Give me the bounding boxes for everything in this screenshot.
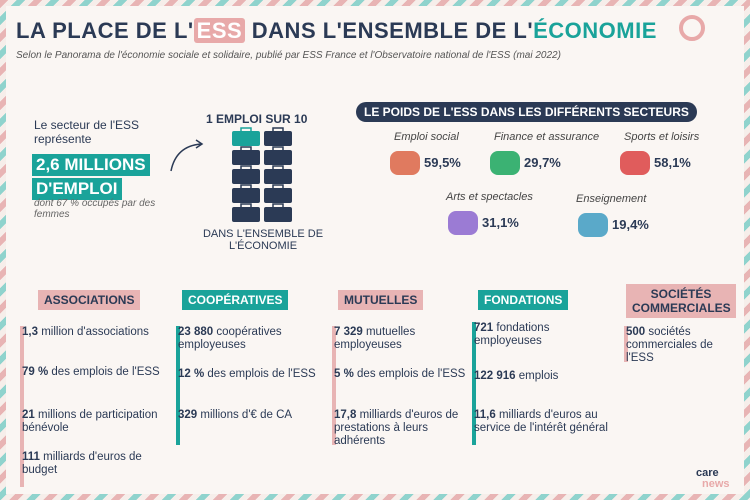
- column-title: COOPÉRATIVES: [182, 290, 289, 310]
- title: LA PLACE DE L' ESS DANS L'ENSEMBLE DE L'É…: [16, 18, 657, 44]
- intro-lead: Le secteur de l'ESS représente: [34, 118, 140, 146]
- stat-figure: 111: [22, 451, 40, 463]
- briefcase: [264, 188, 292, 203]
- stat: 122 916 emplois: [472, 370, 612, 383]
- stat: 1,3 million d'associations: [20, 326, 160, 339]
- title-part: DANS L'ENSEMBLE DE L': [245, 18, 534, 43]
- stat: 329 millions d'€ de CA: [176, 409, 316, 422]
- column-title: ASSOCIATIONS: [38, 290, 141, 310]
- stat-text: des emplois de l'ESS: [353, 368, 466, 380]
- stat-text: mutuelles employeuses: [334, 326, 416, 351]
- stat: 17,8 milliards d'euros de prestations à …: [332, 409, 472, 448]
- ratio-title: 1 EMPLOI SUR 10: [206, 112, 308, 126]
- stat-text: fondations employeuses: [474, 322, 550, 347]
- stat: 500 sociétés commerciales de l'ESS: [624, 326, 739, 365]
- sector-icon: [448, 211, 478, 235]
- stat-text: million d'associations: [38, 326, 149, 338]
- sector-icon: [620, 151, 650, 175]
- title-part: ESS: [193, 18, 246, 43]
- sector-value: 19,4%: [612, 217, 649, 232]
- stat: 5 % des emplois de l'ESS: [332, 368, 472, 381]
- stat-figure: 11,6: [474, 409, 496, 421]
- column-title: SOCIÉTÉS COMMERCIALES: [626, 284, 736, 318]
- intro-note: dont 67 % occupés par des femmes: [34, 198, 156, 220]
- accent-bar: [472, 322, 476, 445]
- ratio-caption: DANS L'ENSEMBLE DE L'ÉCONOMIE: [202, 228, 324, 252]
- sector-name: Emploi social: [394, 131, 459, 143]
- stat: 21 millions de participation bénévole: [20, 409, 160, 435]
- stat-figure: 79 %: [22, 366, 49, 378]
- briefcase: [264, 150, 292, 165]
- stat-text: millions de participation bénévole: [22, 409, 158, 434]
- stat-text: emplois: [515, 370, 559, 382]
- stat-figure: 23 880: [178, 326, 214, 338]
- sector-value: 31,1%: [482, 215, 519, 230]
- sectors-title: LE POIDS DE L'ESS DANS LES DIFFÉRENTS SE…: [356, 102, 697, 122]
- stat-text: milliards d'euros au service de l'intérê…: [474, 409, 608, 434]
- sector-icon: [578, 213, 608, 237]
- briefcase: [232, 188, 260, 203]
- sector-name: Finance et assurance: [494, 131, 600, 143]
- stat-figure: 1,3: [22, 326, 38, 338]
- stat-figure: 122 916: [474, 370, 516, 382]
- highlight-line: 2,6 MILLIONS: [32, 154, 150, 176]
- sector-name: Arts et spectacles: [446, 191, 533, 203]
- logo-word: care: [696, 467, 719, 479]
- title-part: ÉCONOMIE: [533, 18, 657, 43]
- subtitle: Selon le Panorama de l'économie sociale …: [16, 50, 561, 61]
- stat-figure: 329: [178, 409, 198, 421]
- stat-text: coopératives employeuses: [178, 326, 282, 351]
- sector-icon: [490, 151, 520, 175]
- stat: 79 % des emplois de l'ESS: [20, 366, 160, 379]
- briefcases: [232, 127, 292, 222]
- logo-icon: [679, 15, 705, 41]
- briefcase: [232, 169, 260, 184]
- stat: 12 % des emplois de l'ESS: [176, 368, 316, 381]
- arrow: [170, 139, 204, 172]
- sector-value: 59,5%: [424, 155, 461, 170]
- stat-figure: 17,8: [334, 409, 357, 421]
- stat-figure: 721: [474, 322, 494, 334]
- briefcase: [232, 150, 260, 165]
- briefcase: [264, 207, 292, 222]
- stat-figure: 500: [626, 326, 646, 338]
- sector-icon: [390, 151, 420, 175]
- panel: LA PLACE DE L' ESS DANS L'ENSEMBLE DE L'É…: [6, 6, 744, 494]
- intro-highlight: 2,6 MILLIONS D'EMPLOI: [32, 154, 150, 202]
- logo-word: news: [702, 478, 730, 490]
- stat: 7 329 mutuelles employeuses: [332, 326, 472, 352]
- stat-text: milliards d'euros de prestations à leurs…: [334, 409, 459, 447]
- stat-text: des emplois de l'ESS: [48, 366, 160, 378]
- title-part: LA PLACE DE L': [16, 18, 194, 43]
- stat-text: sociétés commerciales de l'ESS: [626, 326, 713, 364]
- sector-name: Enseignement: [576, 193, 647, 205]
- stat-figure: 7 329: [334, 326, 363, 338]
- sector-value: 58,1%: [654, 155, 691, 170]
- stat: 111 milliards d'euros de budget: [20, 451, 160, 477]
- stat-text: millions d'€ de CA: [197, 409, 293, 421]
- highlight-line: D'EMPLOI: [32, 178, 122, 200]
- stat: 11,6 milliards d'euros au service de l'i…: [472, 409, 612, 435]
- accent-bar: [332, 326, 336, 445]
- stat-figure: 12 %: [178, 368, 205, 380]
- column-title: FONDATIONS: [478, 290, 569, 310]
- briefcase: [232, 131, 260, 146]
- column-title: MUTUELLES: [338, 290, 424, 310]
- accent-bar: [176, 326, 180, 445]
- accent-bar: [624, 326, 628, 362]
- accent-bar: [20, 326, 24, 487]
- stat: 721 fondations employeuses: [472, 322, 612, 348]
- stat-text: milliards d'euros de budget: [22, 451, 142, 476]
- sector-name: Sports et loisirs: [624, 131, 700, 143]
- stat-figure: 21: [22, 409, 35, 421]
- sector-value: 29,7%: [524, 155, 561, 170]
- briefcase: [264, 131, 292, 146]
- briefcase: [264, 169, 292, 184]
- logo: care news: [696, 468, 730, 490]
- stat: 23 880 coopératives employeuses: [176, 326, 316, 352]
- briefcase: [232, 207, 260, 222]
- stat-figure: 5 %: [334, 368, 354, 380]
- stat-text: des emplois de l'ESS: [204, 368, 316, 380]
